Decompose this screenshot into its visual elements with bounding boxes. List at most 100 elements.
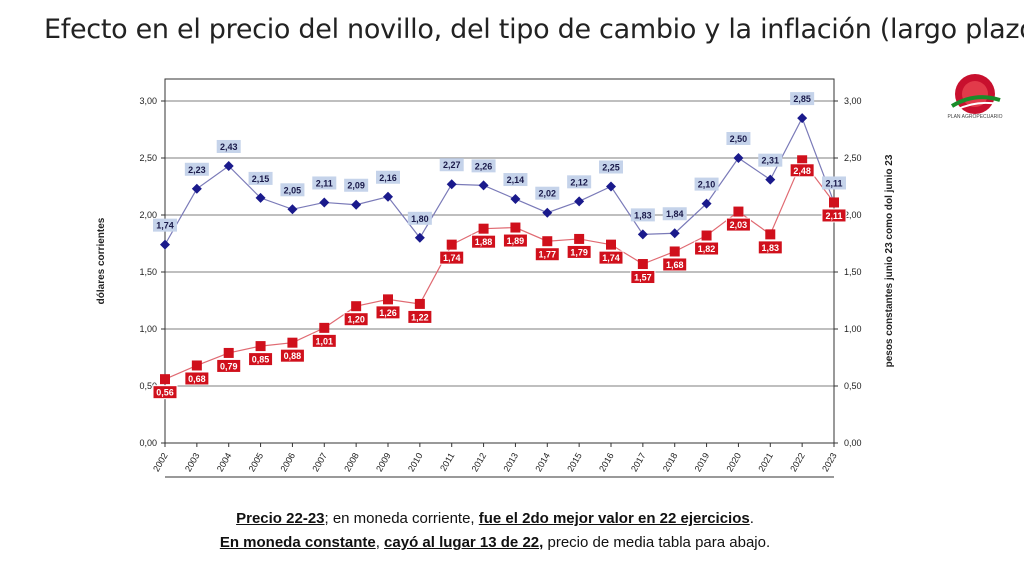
data-label: 2,23	[184, 162, 209, 176]
data-point-square	[160, 374, 170, 385]
data-label: 1,77	[534, 247, 560, 262]
data-label-text: 0,79	[220, 361, 238, 371]
data-label-box	[439, 158, 464, 172]
data-label: 2,09	[344, 178, 369, 192]
data-label: 2,43	[216, 139, 241, 153]
data-point-square	[542, 236, 553, 247]
data-label-box	[248, 171, 273, 185]
data-point-diamond	[542, 207, 553, 218]
data-label-box	[534, 247, 560, 262]
data-point-diamond	[701, 198, 712, 209]
right-tick-label: 1,50	[844, 267, 862, 277]
data-label: 0,85	[248, 352, 274, 367]
data-label-text: 1,74	[443, 253, 461, 263]
data-label-text: 1,84	[666, 209, 684, 219]
caption: Precio 22-23; en moneda corriente, fue e…	[0, 507, 990, 555]
x-tick-label: 2008	[342, 451, 361, 473]
data-label-box	[375, 305, 401, 320]
data-label-text: 0,85	[252, 355, 270, 365]
data-label-box	[694, 177, 719, 191]
data-label-text: 2,16	[379, 173, 397, 183]
data-label-box	[630, 270, 656, 285]
data-label-text: 1,20	[347, 315, 365, 325]
data-label-box	[343, 312, 369, 327]
data-label-text: 1,22	[411, 312, 429, 322]
data-label-box	[184, 371, 210, 386]
data-label: 2,02	[535, 186, 560, 200]
data-label: 2,10	[694, 177, 719, 191]
data-label: 1,83	[630, 208, 655, 222]
x-tick-label: 2013	[501, 451, 520, 473]
data-label-text: 1,83	[634, 210, 652, 220]
data-label: 2,11	[821, 208, 847, 223]
data-label-box	[535, 186, 560, 200]
data-label-box	[471, 159, 496, 173]
data-point-square	[191, 360, 202, 371]
data-label-text: 2,31	[762, 156, 780, 166]
x-tick-label: 2005	[247, 451, 266, 473]
data-label: 2,85	[790, 92, 815, 106]
data-label-box	[216, 358, 242, 373]
data-label: 1,82	[694, 241, 720, 256]
data-point-diamond	[319, 197, 330, 208]
data-label-box	[407, 309, 433, 324]
x-tick-label: 2012	[470, 451, 489, 473]
data-label-text: 1,77	[539, 250, 557, 260]
data-point-square	[701, 230, 712, 241]
data-label: 2,16	[376, 170, 400, 184]
data-point-square	[574, 233, 585, 244]
chart-grid	[165, 100, 834, 444]
data-point-diamond	[478, 180, 489, 191]
data-label-box	[184, 162, 209, 176]
caption-2-text-a: ,	[375, 534, 385, 551]
data-point-diamond	[606, 181, 616, 192]
data-label: 1,26	[375, 305, 401, 320]
x-tick-label: 2006	[278, 451, 297, 473]
x-tick-label: 2009	[374, 451, 393, 473]
data-point-diamond	[383, 191, 393, 202]
x-tick-label: 2004	[215, 451, 234, 473]
data-label: 2,25	[599, 160, 623, 174]
x-tick-label: 2020	[724, 451, 743, 473]
data-label: 1,20	[343, 312, 369, 327]
data-label-box	[344, 178, 369, 192]
data-point-diamond	[797, 113, 808, 124]
right-tick-label: 0,00	[844, 438, 862, 448]
data-point-square	[287, 337, 298, 348]
data-label: 1,83	[757, 240, 783, 255]
data-label-text: 2,43	[220, 142, 238, 152]
data-label-box	[153, 218, 177, 232]
chart: 0,00 0,50 1,00 1,50 2,00 2,50 3,00 0,00 0,50 1,0…	[96, 78, 895, 478]
data-point-diamond	[510, 194, 521, 205]
data-label: 1,74	[439, 250, 465, 265]
data-label: 0,56	[152, 385, 178, 400]
data-label-text: 2,27	[443, 160, 461, 170]
data-label-text: 1,79	[570, 247, 588, 257]
caption-line-2: En moneda constante, cayó al lugar 13 de…	[0, 531, 990, 555]
data-label-text: 2,05	[284, 185, 302, 195]
data-label-text: 2,25	[602, 163, 620, 173]
data-label: 2,50	[726, 132, 751, 145]
data-label-text: 2,50	[730, 134, 748, 144]
data-label: 1,68	[662, 257, 688, 272]
x-tick-label: 2007	[310, 451, 329, 473]
data-label-box	[662, 257, 688, 272]
data-label-box	[599, 160, 623, 174]
data-label-box	[757, 240, 783, 255]
data-label-text: 1,01	[316, 336, 334, 346]
data-label-text: 0,88	[284, 351, 302, 361]
left-tick-label: 3,00	[139, 96, 157, 106]
data-point-square	[383, 294, 393, 305]
data-point-square	[351, 301, 362, 312]
data-label: 2,15	[248, 171, 273, 185]
data-label-text: 0,56	[156, 388, 174, 398]
data-label-text: 2,10	[698, 180, 716, 190]
x-tick-label: 2023	[820, 451, 839, 473]
data-label-text: 1,68	[666, 260, 684, 270]
data-label-box	[726, 132, 751, 145]
x-tick-label: 2016	[597, 451, 616, 473]
data-label-text: 1,57	[634, 273, 652, 283]
data-point-diamond	[255, 192, 266, 203]
data-label-text: 2,02	[539, 189, 557, 199]
data-label-box	[376, 170, 400, 184]
